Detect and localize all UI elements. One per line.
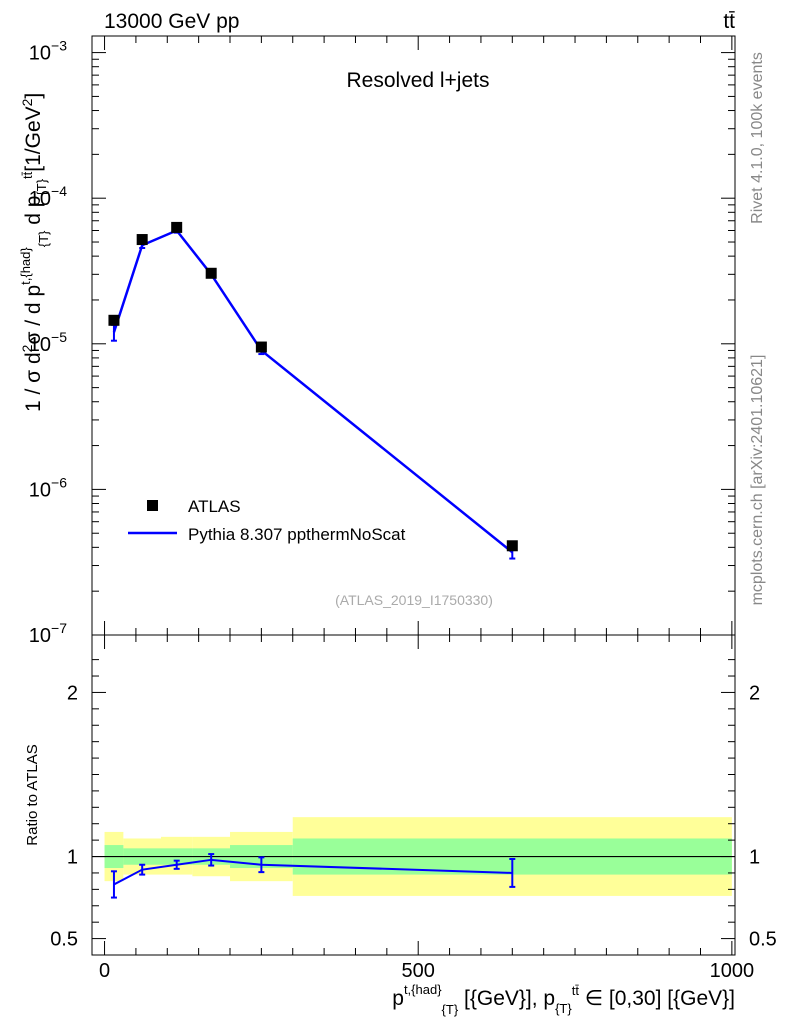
legend-label-atlas: ATLAS <box>188 497 241 516</box>
atlas-data-point <box>205 267 217 279</box>
main-ytick-label: 10−6 <box>29 474 67 501</box>
atlas-data-point <box>171 221 183 233</box>
energy-label: 13000 GeV pp <box>104 10 239 33</box>
ratio-xtick-label: 0 <box>99 960 110 982</box>
main-ytick-label: 10−7 <box>29 620 67 647</box>
main-ytick-label: 10−3 <box>29 38 67 65</box>
rivet-label: Rivet 4.1.0, 100k events <box>749 52 766 224</box>
ratio-xtick-label: 500 <box>402 960 435 982</box>
ratio-ytick-label-right: 1 <box>749 847 760 869</box>
ratio-marks <box>92 817 735 899</box>
atlas-data-point <box>506 540 518 552</box>
ratio-ytick-label: 2 <box>67 682 78 704</box>
main-marks <box>108 221 518 560</box>
ratio-xtick-label: 1000 <box>710 960 755 982</box>
main-panel: 10−7 10−6 10−5 10−4 10−3 Resolved l+jets (AT… <box>18 35 736 647</box>
mcplots-label: mcplots.cern.ch [arXiv:2401.10621] <box>749 355 766 606</box>
atlas-data-point <box>255 341 267 353</box>
ratio-ytick-label: 0.5 <box>50 929 78 951</box>
main-ytick-label: 10−5 <box>29 329 67 356</box>
analysis-id: (ATLAS_2019_I1750330) <box>335 592 493 608</box>
mc-series-line <box>112 228 514 554</box>
ratio-frame <box>91 634 736 956</box>
legend-marker-atlas <box>147 500 158 511</box>
ratio-panel: 0.5 0.5 1 1 2 2 0 500 1000 Ratio to ATLAS pt,{ha… <box>24 634 777 1017</box>
atlas-data-point <box>108 314 120 326</box>
ratio-ytick-label-right: 0.5 <box>749 929 777 951</box>
ratio-xlabel: pt,{had}{T} [{GeV}], p{T}tt̄ ∈ [0,30] [{… <box>392 982 735 1017</box>
ratio-ylabel: Ratio to ATLAS <box>24 744 41 845</box>
main-axes: 10−7 10−6 10−5 10−4 10−3 <box>29 36 735 647</box>
ratio-ytick-label: 1 <box>67 847 78 869</box>
ratio-axes: 0.5 0.5 1 1 2 2 0 500 1000 <box>50 635 777 982</box>
process-label: tt̄ <box>723 10 735 33</box>
ratio-series-line <box>113 858 513 886</box>
atlas-data-point <box>136 234 148 246</box>
main-title: Resolved l+jets <box>347 69 490 92</box>
main-frame <box>91 35 736 636</box>
legend: ATLAS Pythia 8.307 ppthermNoScat <box>128 497 406 544</box>
main-ylabel: 1 / σ d2σ / d pt,{had}{T} d p{T}tt̄[1/Ge… <box>18 93 51 412</box>
main-ytick-label: 10−4 <box>29 183 67 210</box>
ratio-ytick-label-right: 2 <box>749 682 760 704</box>
legend-label-mc: Pythia 8.307 ppthermNoScat <box>188 525 406 544</box>
